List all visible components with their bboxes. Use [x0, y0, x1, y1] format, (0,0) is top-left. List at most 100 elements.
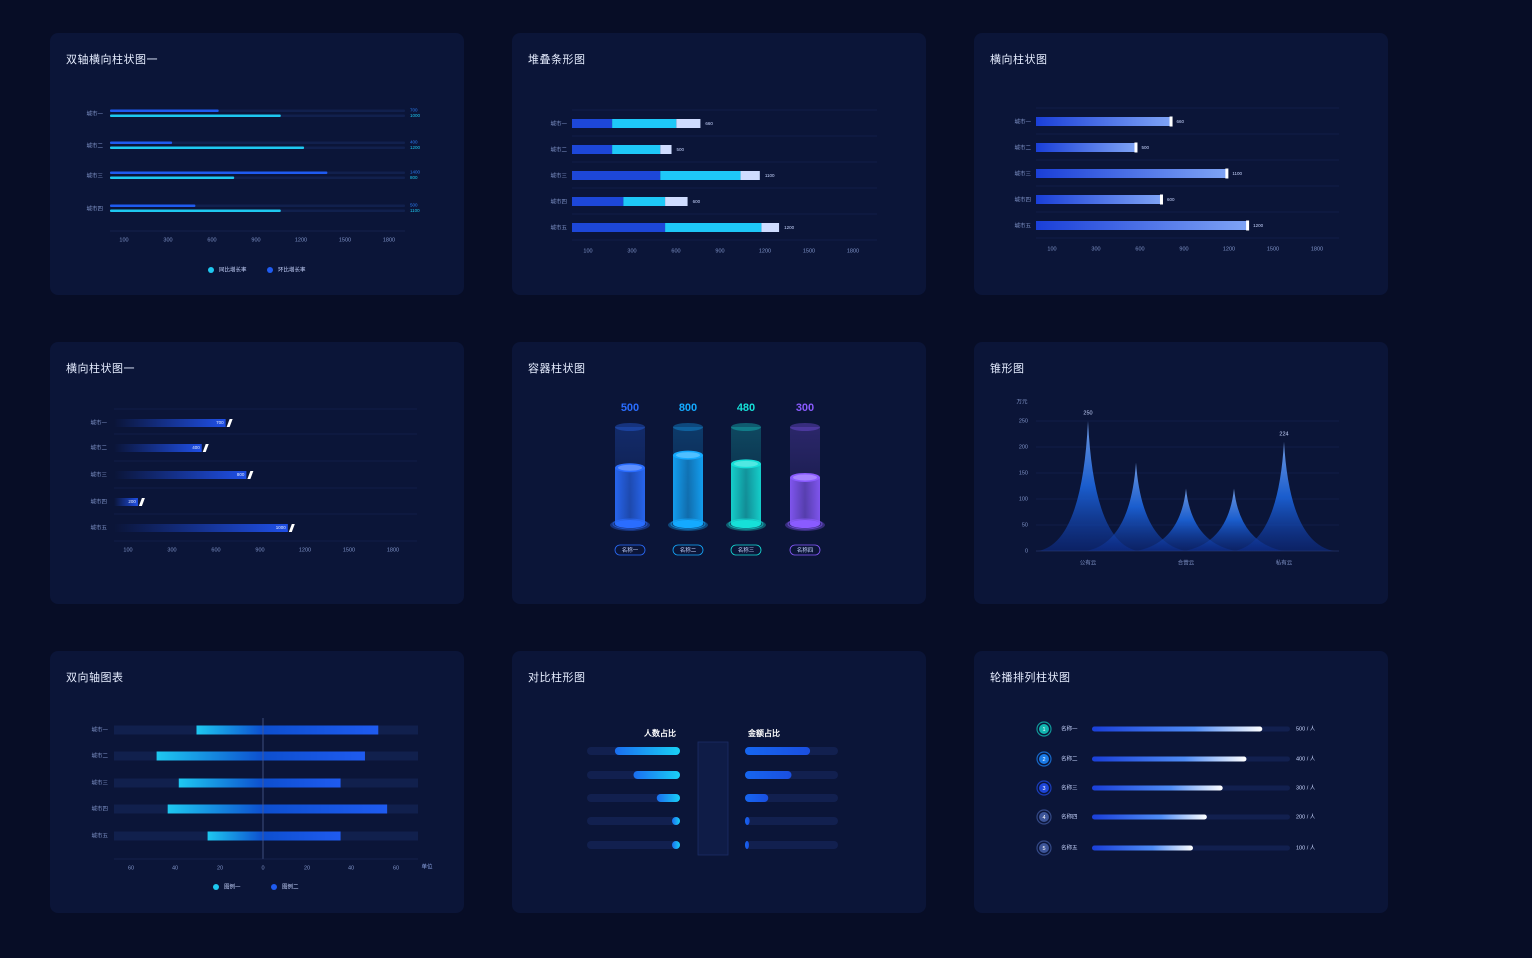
x-tick-label: 60 [393, 865, 399, 871]
x-tick-label: 300 [1091, 246, 1100, 252]
panel-carousel-ranked-bar: 轮播排列柱状图 1 名称一 500 / 人 2 名称二 400 / 人 3 名称三 300 / … [974, 651, 1388, 913]
panel-title: 堆叠条形图 [528, 54, 586, 66]
bar-left [178, 778, 263, 788]
panel-title: 轮播排列柱状图 [990, 672, 1071, 684]
bar [1092, 845, 1193, 851]
bar [114, 471, 247, 479]
cylinder-bottom [673, 520, 703, 528]
bar-right [263, 778, 341, 788]
x-tick-label: 100 [583, 248, 592, 254]
category-label: 名称三 [738, 546, 755, 554]
bar-series-2 [110, 146, 305, 149]
data-label: 1200 [1253, 223, 1264, 228]
bar-right [263, 751, 365, 761]
category-pill [789, 544, 821, 556]
category-label: 城市三 [550, 171, 567, 179]
stacked-segment [572, 119, 613, 128]
bar [1092, 726, 1263, 732]
x-tick-label: 0 [261, 865, 264, 871]
total-label: 660 [705, 121, 713, 126]
category-label: 名称一 [622, 546, 639, 554]
x-tick-label: 100 [1047, 246, 1056, 252]
value-label: 200 / 人 [1296, 813, 1316, 820]
data-label: 1000 [276, 525, 287, 530]
y-tick-label: 100 [1019, 496, 1028, 502]
bar-track-left [587, 841, 680, 849]
bar-track-right [745, 794, 838, 802]
x-tick-label: 1200 [295, 237, 307, 243]
category-label: 城市五 [90, 523, 107, 531]
data-label: 200 [128, 499, 136, 504]
value-label: 100 / 人 [1296, 844, 1316, 851]
category-label: 城市四 [550, 197, 567, 205]
value-label: 300 / 人 [1296, 784, 1316, 791]
category-label: 城市三 [91, 778, 108, 786]
bar-cap [1246, 220, 1250, 231]
bar-left [167, 804, 263, 814]
rank-ring [1036, 840, 1052, 856]
bar-slant-cap [247, 471, 254, 479]
stacked-segment [740, 171, 760, 180]
bar-left [614, 747, 680, 755]
category-label: 城市一 [90, 418, 107, 426]
cylinder-fill [790, 477, 820, 524]
bar [1036, 221, 1249, 230]
cylinder-top [615, 423, 645, 431]
category-pill [730, 544, 762, 556]
category-label: 城市三 [86, 171, 103, 179]
cone [1136, 488, 1236, 551]
legend-marker [213, 884, 219, 890]
value-label: 500 / 人 [1296, 725, 1316, 732]
data-label: 1100 [1232, 171, 1242, 176]
bar-series-1 [110, 204, 196, 207]
x-tick-label: 900 [1179, 246, 1188, 252]
cylinder-bottom [790, 520, 820, 528]
category-label: 城市四 [90, 497, 107, 505]
cylinder-fill [673, 455, 703, 524]
category-label: 城市五 [550, 223, 567, 231]
bar-track-right [745, 841, 838, 849]
bar-cap [1169, 116, 1173, 127]
rank-badge [1039, 812, 1049, 822]
y-tick-label: 250 [1019, 418, 1028, 424]
x-tick-label: 1500 [339, 237, 351, 243]
value-label: 500 [621, 402, 639, 414]
x-tick-label: 1800 [383, 237, 395, 243]
right-title: 金额占比 [747, 728, 780, 738]
bar [114, 444, 202, 452]
x-tick-label: 1200 [299, 547, 311, 553]
x-tick-label: 900 [255, 547, 264, 553]
category-label: 城市一 [91, 725, 108, 733]
data-label: 500 [410, 203, 418, 208]
bar [1092, 814, 1207, 820]
cylinder-fill-surface [673, 450, 703, 460]
value-label: 800 [679, 402, 697, 414]
stacked-segment [665, 197, 688, 206]
bar-left [633, 771, 680, 779]
panel-horizontal-bar-one: 横向柱状图一 城市一 700 城市二 400 城市三 800 城市四 200 城市五 1000 10… [50, 342, 464, 604]
peak-label: 224 [1279, 431, 1288, 437]
category-label: 城市二 [550, 145, 567, 153]
cylinder-top [731, 423, 761, 431]
cylinder-fill-surface [790, 472, 820, 482]
x-tick-label: 300 [627, 248, 636, 254]
bar-left [672, 841, 680, 849]
x-tick-label: 40 [348, 865, 354, 871]
cone [1086, 462, 1186, 551]
panel-dual-axis-horizontal-bar: 双轴横向柱状图一 城市一 700 1000 城市二 400 1200 城市三 1400 800 城… [50, 33, 464, 295]
category-label: 城市二 [90, 443, 107, 451]
category-label: 城市四 [91, 804, 108, 812]
bar-cap [1134, 142, 1138, 153]
bar-right [263, 725, 379, 735]
bar [114, 498, 138, 506]
bar-left [196, 725, 263, 735]
rank-badge [1039, 843, 1049, 853]
x-tick-label: 600 [1135, 246, 1144, 252]
x-tick-label: 1800 [1311, 246, 1323, 252]
x-tick-label: 900 [715, 248, 724, 254]
bar [114, 419, 226, 427]
unit-label: 单位 [421, 862, 433, 870]
rank-badge [1039, 783, 1049, 793]
category-label: 城市一 [1014, 117, 1031, 125]
